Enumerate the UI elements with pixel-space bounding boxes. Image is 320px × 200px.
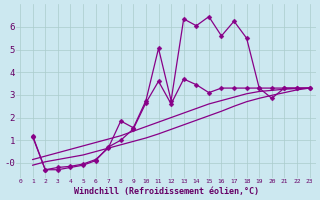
X-axis label: Windchill (Refroidissement éolien,°C): Windchill (Refroidissement éolien,°C) — [74, 187, 259, 196]
